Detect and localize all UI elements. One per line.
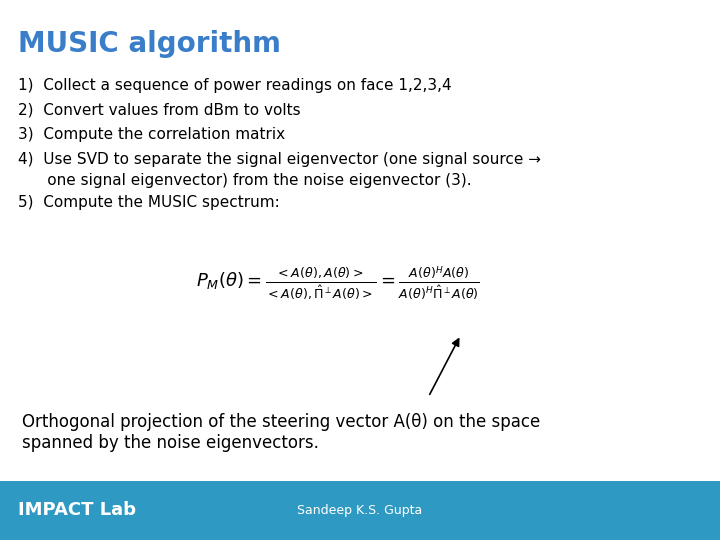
Text: 3)  Compute the correlation matrix: 3) Compute the correlation matrix <box>18 127 285 142</box>
Text: IMPACT Lab: IMPACT Lab <box>18 501 136 519</box>
Text: 4)  Use SVD to separate the signal eigenvector (one signal source →: 4) Use SVD to separate the signal eigenv… <box>18 152 541 167</box>
Text: Sandeep K.S. Gupta: Sandeep K.S. Gupta <box>297 504 423 517</box>
Text: one signal eigenvector) from the noise eigenvector (3).: one signal eigenvector) from the noise e… <box>18 173 472 188</box>
Text: MUSIC algorithm: MUSIC algorithm <box>18 30 281 58</box>
Text: 2)  Convert values from dBm to volts: 2) Convert values from dBm to volts <box>18 103 301 118</box>
Text: Orthogonal projection of the steering vector A(θ) on the space
spanned by the no: Orthogonal projection of the steering ve… <box>22 413 540 452</box>
Text: $P_M(\theta) = \frac{< A(\theta), A(\theta) >}{< A(\theta), \hat{\Pi}^{\perp} A(: $P_M(\theta) = \frac{< A(\theta), A(\the… <box>197 265 480 302</box>
Text: 1)  Collect a sequence of power readings on face 1,2,3,4: 1) Collect a sequence of power readings … <box>18 78 451 93</box>
Text: 5)  Compute the MUSIC spectrum:: 5) Compute the MUSIC spectrum: <box>18 195 280 211</box>
Bar <box>0 481 720 540</box>
